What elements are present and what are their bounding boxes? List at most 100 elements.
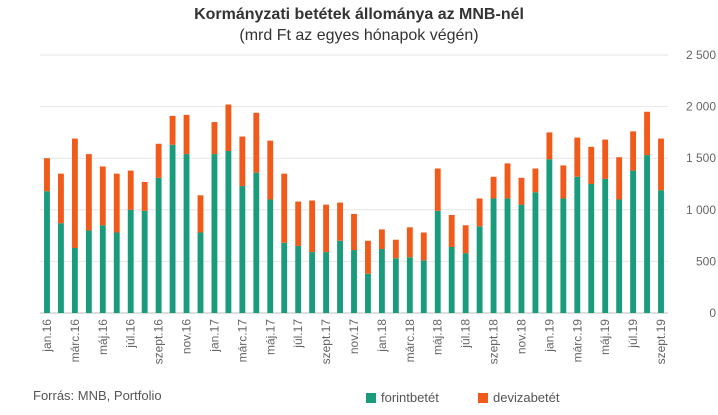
bar-deviza	[365, 240, 371, 274]
bar-deviza	[518, 177, 525, 205]
legend-item-forint: forintbetét	[366, 390, 439, 405]
chart-title: Kormányzati betétek állománya az MNB-nél	[194, 6, 524, 23]
y-tick-label: 1 000	[686, 203, 716, 217]
legend-label-deviza: devizabetét	[493, 390, 560, 405]
bar-forint	[99, 225, 106, 313]
bar-deviza	[253, 112, 260, 173]
bar-forint	[253, 172, 260, 313]
bar-deviza	[560, 165, 567, 199]
bar-forint	[365, 273, 371, 313]
x-tick-label: szept.18	[487, 319, 501, 365]
bar-forint	[239, 186, 246, 313]
bar-forint	[351, 250, 357, 313]
legend-item-deviza: devizabetét	[478, 390, 560, 405]
x-tick-label: szept.17	[319, 319, 333, 365]
bar-deviza	[588, 146, 595, 184]
x-tick-label: szept.16	[152, 319, 166, 365]
bar-forint	[630, 170, 637, 313]
bar-forint	[113, 232, 120, 313]
bar-deviza	[169, 115, 176, 145]
bar-deviza	[448, 214, 455, 247]
x-tick-label: jan.18	[375, 319, 389, 353]
bar-deviza	[71, 138, 78, 248]
bar-forint	[183, 154, 190, 313]
bar-deviza	[183, 114, 190, 155]
bar-forint	[197, 232, 204, 313]
bar-forint	[406, 257, 413, 313]
bar-forint	[420, 260, 427, 313]
x-tick-label: jan.19	[542, 319, 556, 353]
bar-deviza	[490, 176, 497, 199]
bar-deviza	[295, 201, 302, 246]
bar-forint	[448, 246, 455, 313]
bar-deviza	[462, 225, 469, 254]
bar-deviza	[85, 154, 92, 231]
bar-deviza	[392, 239, 399, 259]
bar-forint	[560, 198, 567, 313]
x-tick-label: márc.16	[68, 319, 82, 363]
legend-label-forint: forintbetét	[381, 390, 439, 405]
bar-deviza	[434, 168, 441, 211]
x-tick-label: júl.16	[124, 319, 138, 349]
x-tick-label: jan.17	[207, 319, 221, 353]
x-tick-label: júl.18	[459, 319, 473, 349]
bar-deviza	[323, 204, 330, 253]
bar-deviza	[406, 227, 413, 258]
bar-forint	[211, 154, 218, 313]
bar-forint	[309, 252, 316, 313]
x-tick-label: márc.19	[570, 319, 584, 363]
bar-deviza	[58, 173, 64, 224]
bar-forint	[392, 258, 399, 313]
bar-forint	[85, 230, 92, 313]
bar-forint	[58, 223, 64, 313]
bar-deviza	[644, 111, 650, 156]
bar-deviza	[225, 104, 232, 151]
bar-deviza	[658, 138, 664, 191]
bar-forint	[225, 150, 232, 313]
bar-deviza	[337, 202, 343, 241]
bar-deviza	[532, 168, 539, 193]
bar-deviza	[99, 166, 106, 226]
bar-forint	[476, 226, 483, 313]
bar-forint	[127, 209, 134, 313]
bar-forint	[518, 204, 525, 313]
x-tick-label: máj.19	[598, 319, 612, 355]
bar-deviza	[141, 181, 148, 211]
bar-forint	[546, 159, 553, 313]
x-tick-label: márc.18	[403, 319, 417, 363]
bar-forint	[267, 199, 274, 313]
bar-forint	[588, 184, 595, 313]
x-tick-label: júl.17	[291, 319, 305, 349]
bar-forint	[462, 253, 469, 313]
y-tick-label: 2 500	[686, 48, 716, 62]
bar-deviza	[127, 170, 134, 210]
x-tick-label: nov.16	[180, 319, 194, 354]
x-tick-label: jan.16	[40, 319, 54, 353]
bar-deviza	[378, 229, 385, 250]
x-tick-label: máj.17	[263, 319, 277, 355]
bar-deviza	[602, 139, 609, 179]
y-tick-label: 0	[709, 306, 716, 320]
x-tick-label: júl.19	[626, 319, 640, 349]
bar-deviza	[616, 157, 623, 200]
bar-deviza	[113, 173, 120, 233]
bar-forint	[295, 245, 302, 313]
bar-forint	[658, 190, 664, 313]
y-tick-label: 500	[696, 254, 716, 268]
bar-deviza	[546, 132, 553, 160]
source-note: Forrás: MNB, Portfolio	[33, 388, 162, 403]
bar-forint	[574, 176, 581, 313]
legend-swatch-deviza	[478, 392, 488, 403]
bar-forint	[71, 247, 78, 313]
y-tick-label: 2 000	[686, 100, 716, 114]
bar-forint	[323, 252, 330, 313]
legend-swatch-forint	[366, 392, 376, 403]
chart-subtitle: (mrd Ft az egyes hónapok végén)	[239, 27, 479, 44]
x-tick-label: nov.17	[347, 319, 361, 354]
bar-deviza	[574, 137, 581, 177]
x-tick-label: szept.19	[654, 319, 668, 365]
bar-forint	[281, 242, 288, 313]
bar-deviza	[44, 158, 50, 192]
bar-forint	[504, 198, 511, 313]
